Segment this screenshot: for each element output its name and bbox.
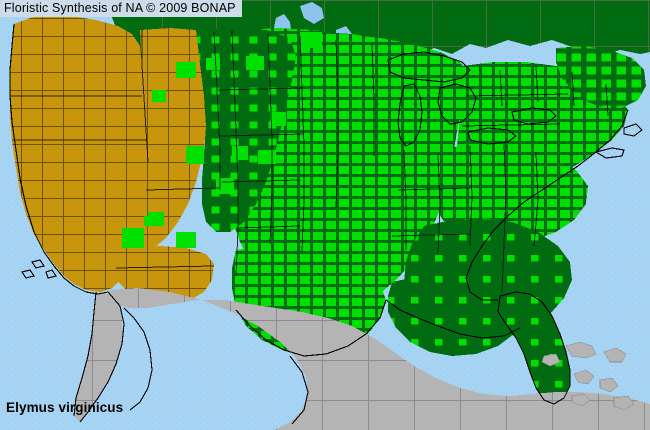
region-absent-states: [10, 14, 216, 304]
region-no-data: [74, 288, 650, 430]
state-borders: [10, 29, 609, 293]
region-mid-atlantic: [434, 142, 588, 244]
coastlines: [9, 23, 643, 425]
species-name-label: Elymus virginicus: [6, 400, 124, 415]
credit-text: Floristic Synthesis of NA © 2009 BONAP: [4, 1, 236, 16]
region-florida: [498, 292, 570, 404]
credit-bar: Floristic Synthesis of NA © 2009 BONAP: [0, 0, 242, 17]
